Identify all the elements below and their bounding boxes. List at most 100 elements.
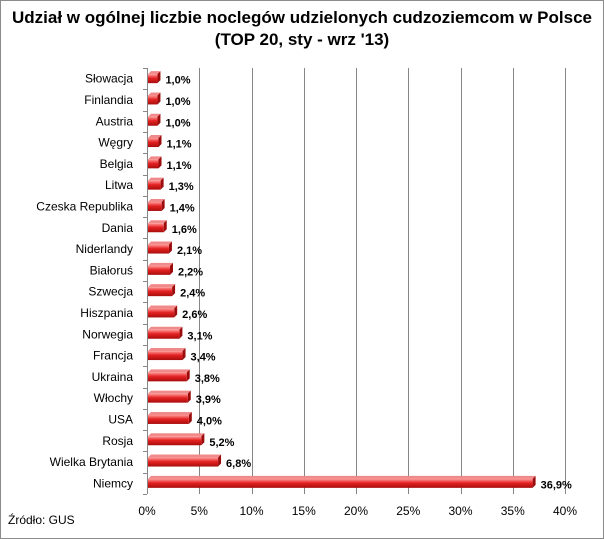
bar-side-face bbox=[174, 305, 178, 318]
bar-top-face bbox=[148, 411, 192, 415]
data-label: 3,1% bbox=[187, 330, 212, 342]
bar-top-face bbox=[148, 433, 205, 437]
data-label: 1,0% bbox=[165, 117, 190, 129]
bar-side-face bbox=[179, 326, 183, 339]
bar-side-face bbox=[188, 411, 192, 424]
bar-top-face bbox=[148, 284, 176, 288]
category-label: Szwecja bbox=[88, 285, 133, 299]
bar-top-face bbox=[148, 220, 167, 224]
data-label: 2,1% bbox=[177, 245, 202, 257]
bar-Niemcy bbox=[148, 478, 533, 488]
bar-Norwegia bbox=[148, 329, 180, 339]
bar-USA bbox=[148, 414, 189, 424]
bar-top-face bbox=[148, 262, 173, 266]
x-tick-label: 35% bbox=[501, 504, 525, 518]
bar-side-face bbox=[187, 390, 191, 403]
category-label: Niemcy bbox=[93, 476, 133, 490]
data-label: 2,4% bbox=[180, 288, 205, 300]
bar-Belgia bbox=[148, 159, 159, 169]
category-label: Hiszpania bbox=[80, 306, 133, 320]
data-label: 2,2% bbox=[178, 266, 203, 278]
bar-top-face bbox=[148, 177, 164, 181]
bar-top-face bbox=[148, 92, 161, 96]
category-label: Włochy bbox=[94, 391, 133, 405]
bar-Austria bbox=[148, 116, 158, 126]
bar-top-face bbox=[148, 454, 222, 458]
labels: 0% 5% 10% 15% 20% 25% 30% 35% 40% Słowacja 1,0% Fin… bbox=[36, 72, 577, 518]
category-label: Norwegia bbox=[82, 327, 133, 341]
bar-Litwa bbox=[148, 180, 161, 190]
bar-top-face bbox=[148, 348, 186, 352]
bar-Słowacja bbox=[148, 74, 158, 84]
bar-side-face bbox=[157, 113, 161, 126]
category-label: Litwa bbox=[105, 178, 133, 192]
data-label: 1,3% bbox=[169, 181, 194, 193]
bar-side-face bbox=[186, 369, 190, 382]
x-tick-label: 0% bbox=[138, 504, 156, 518]
bar-top-face bbox=[148, 71, 161, 75]
bar-top-face bbox=[148, 305, 178, 309]
bar-side-face bbox=[182, 348, 186, 361]
bar-side-face bbox=[172, 284, 176, 297]
bar-top-face bbox=[148, 369, 190, 373]
bar-Ukraina bbox=[148, 372, 187, 382]
bar-top-face bbox=[148, 326, 183, 330]
bar-Szwecja bbox=[148, 287, 173, 297]
category-label: Słowacja bbox=[85, 72, 133, 86]
category-label: Czeska Republika bbox=[36, 199, 133, 213]
category-label: USA bbox=[108, 412, 133, 426]
bar-side-face bbox=[163, 220, 167, 233]
bar-Niderlandy bbox=[148, 244, 169, 254]
data-label: 1,4% bbox=[170, 202, 195, 214]
data-label: 1,6% bbox=[172, 224, 197, 236]
bar-Rosja bbox=[148, 436, 202, 446]
x-tick-label: 15% bbox=[292, 504, 316, 518]
chart-title-line-2: (TOP 20, sty - wrz '13) bbox=[214, 30, 390, 49]
bar-top-face bbox=[148, 156, 162, 160]
category-label: Francja bbox=[93, 349, 133, 363]
category-label: Dania bbox=[102, 221, 134, 235]
x-tick-label: 10% bbox=[239, 504, 263, 518]
chart-title-line-1: Udział w ogólnej liczbie noclegów udziel… bbox=[12, 8, 592, 27]
x-tick-label: 25% bbox=[396, 504, 420, 518]
bar-side-face bbox=[158, 156, 162, 169]
bar-Wielka Brytania bbox=[148, 457, 219, 467]
bar-side-face bbox=[157, 71, 161, 84]
category-label: Rosja bbox=[102, 434, 133, 448]
data-label: 3,4% bbox=[191, 352, 216, 364]
data-label: 1,1% bbox=[166, 139, 191, 151]
bar-Francja bbox=[148, 351, 183, 361]
data-label: 2,6% bbox=[182, 309, 207, 321]
bar-side-face bbox=[532, 475, 536, 488]
category-label: Niderlandy bbox=[76, 242, 133, 256]
category-label: Białoruś bbox=[90, 263, 133, 277]
x-tick-label: 20% bbox=[344, 504, 368, 518]
category-label: Finlandia bbox=[84, 93, 133, 107]
bar-top-face bbox=[148, 198, 165, 202]
category-label: Ukraina bbox=[92, 370, 134, 384]
bar-Dania bbox=[148, 223, 164, 233]
bar-side-face bbox=[161, 198, 165, 211]
bar-side-face bbox=[160, 177, 164, 190]
x-tick-label: 30% bbox=[448, 504, 472, 518]
bar-side-face bbox=[169, 262, 173, 275]
bar-top-face bbox=[148, 475, 536, 479]
bar-Hiszpania bbox=[148, 308, 175, 318]
x-tick-label: 40% bbox=[553, 504, 577, 518]
category-label: Węgry bbox=[98, 136, 133, 150]
category-label: Belgia bbox=[100, 157, 134, 171]
chart-title: Udział w ogólnej liczbie noclegów udziel… bbox=[0, 7, 604, 51]
category-label: Austria bbox=[96, 114, 134, 128]
bar-Węgry bbox=[148, 138, 159, 148]
bar-side-face bbox=[201, 433, 205, 446]
bar-Finlandia bbox=[148, 95, 158, 105]
bar-side-face bbox=[157, 92, 161, 105]
bar-Białoruś bbox=[148, 265, 170, 275]
bar-Włochy bbox=[148, 393, 188, 403]
bar-top-face bbox=[148, 390, 191, 394]
data-label: 6,8% bbox=[226, 458, 251, 470]
bar-side-face bbox=[158, 135, 162, 148]
bar-Czeska Republika bbox=[148, 201, 162, 211]
